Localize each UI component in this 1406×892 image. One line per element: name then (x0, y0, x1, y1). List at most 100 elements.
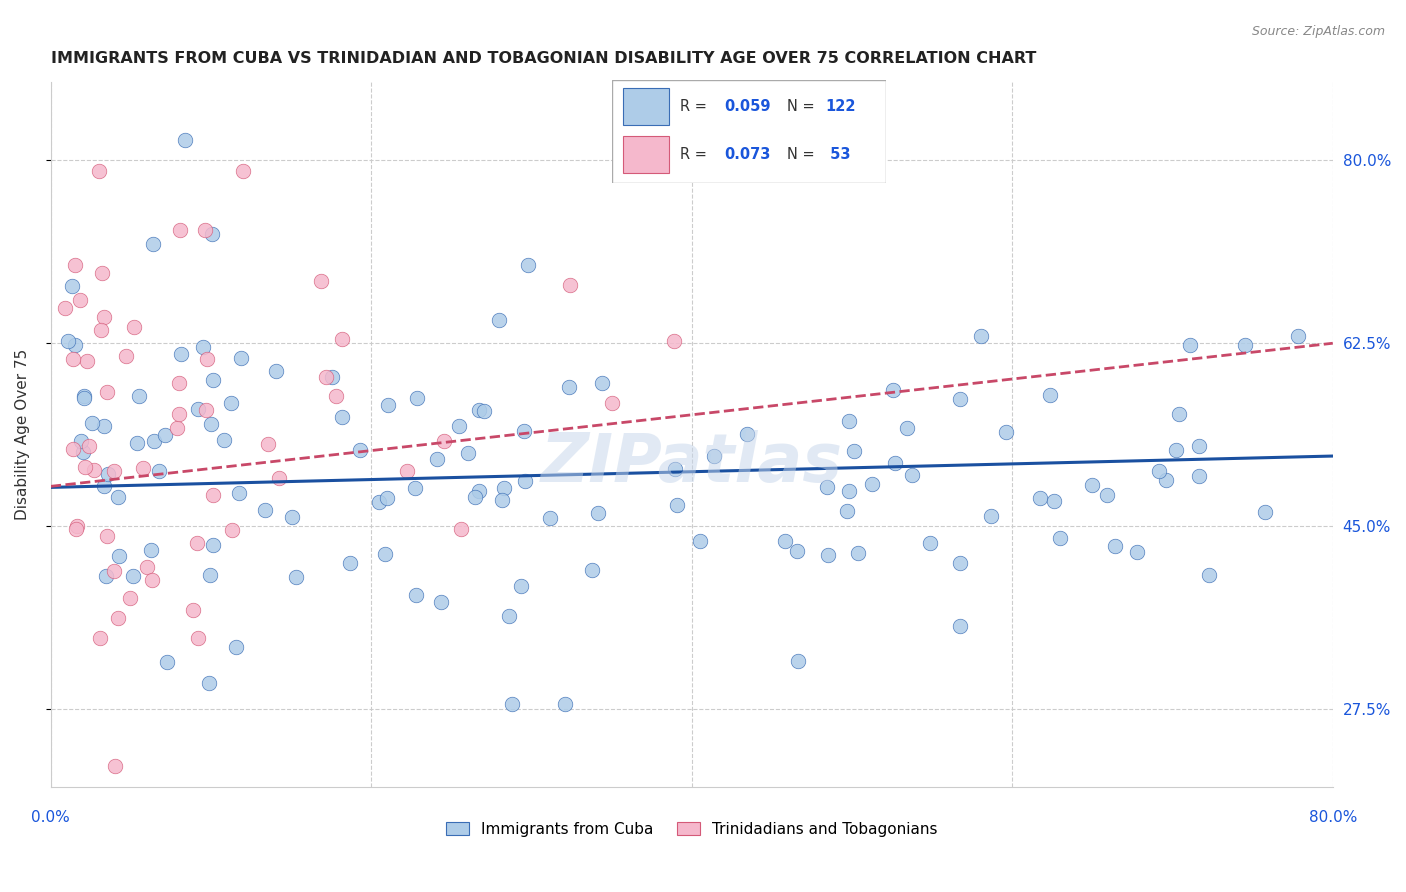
Point (73, 460, 96, 475)
Point (65, 522, 87, 536)
Point (468, 402, 491, 417)
Point (253, 502, 276, 516)
Point (842, 444, 865, 458)
Point (174, 132, 197, 146)
Point (491, 492, 513, 507)
Point (187, 631, 209, 645)
Point (1253, 505, 1275, 519)
Point (93, 418, 115, 433)
Point (141, 574, 163, 588)
Point (995, 425, 1018, 439)
Point (494, 481, 516, 495)
Point (557, 380, 579, 394)
Point (517, 259, 540, 273)
Point (65, 258, 87, 272)
Point (284, 569, 307, 583)
Point (846, 546, 869, 560)
Point (980, 508, 1002, 523)
Point (773, 533, 796, 548)
Point (231, 351, 253, 365)
Point (198, 675, 221, 690)
Point (450, 522, 472, 536)
Y-axis label: Disability Age Over 75: Disability Age Over 75 (15, 349, 30, 520)
Point (72, 389, 94, 403)
Point (281, 510, 304, 524)
Point (882, 383, 904, 397)
Point (332, 409, 354, 424)
Point (232, 164, 254, 178)
Point (1233, 338, 1256, 352)
Point (155, 655, 177, 669)
Point (191, 340, 214, 354)
Point (122, 569, 145, 583)
Point (426, 452, 449, 467)
Point (735, 426, 758, 441)
Point (703, 449, 725, 463)
Point (377, 397, 399, 411)
FancyBboxPatch shape (612, 80, 886, 183)
Point (108, 549, 131, 563)
Point (498, 609, 520, 624)
Text: 80.0%: 80.0% (1309, 810, 1357, 825)
Point (200, 417, 222, 432)
Point (581, 563, 603, 577)
Point (1043, 493, 1066, 508)
Point (257, 437, 280, 451)
Point (125, 436, 148, 450)
Point (200, 567, 222, 582)
Text: R =: R = (681, 146, 711, 161)
Point (488, 313, 510, 327)
Point (124, 320, 146, 334)
Point (69, 434, 91, 449)
Point (1164, 443, 1187, 458)
Point (349, 443, 371, 458)
Point (107, 611, 129, 625)
Point (183, 603, 205, 617)
Point (103, 564, 125, 578)
Point (860, 477, 883, 491)
Point (1154, 473, 1177, 487)
Point (433, 434, 456, 449)
Point (1187, 439, 1209, 453)
Point (918, 535, 941, 549)
Point (132, 461, 155, 475)
Point (201, 227, 224, 241)
Legend: Immigrants from Cuba, Trinidadians and Tobagonians: Immigrants from Cuba, Trinidadians and T… (440, 815, 943, 843)
Point (73, 391, 96, 405)
Point (76, 354, 98, 368)
Point (467, 483, 489, 498)
Point (148, 464, 170, 478)
Point (169, 376, 191, 391)
Point (374, 547, 396, 561)
Point (513, 424, 536, 438)
Point (143, 434, 166, 448)
Point (79, 439, 101, 453)
Point (169, 346, 191, 360)
Point (194, 223, 217, 237)
Point (195, 403, 218, 417)
Point (1039, 388, 1062, 402)
Point (72, 445, 94, 459)
Point (457, 446, 479, 460)
Point (464, 490, 486, 504)
Point (884, 456, 907, 470)
Point (330, 333, 353, 347)
Point (219, 396, 242, 410)
Point (815, 480, 838, 494)
Point (835, 504, 858, 518)
Point (554, 697, 576, 711)
Point (115, 349, 138, 363)
Point (970, 329, 993, 343)
Point (472, 404, 495, 418)
Point (167, 407, 190, 421)
Point (600, 396, 623, 410)
Point (169, 223, 191, 237)
Point (166, 420, 188, 434)
Text: 53: 53 (825, 146, 851, 161)
Point (321, 370, 343, 384)
Text: 122: 122 (825, 99, 856, 114)
Point (538, 511, 561, 525)
Point (228, 486, 250, 500)
Point (153, 428, 176, 442)
Point (202, 538, 225, 552)
